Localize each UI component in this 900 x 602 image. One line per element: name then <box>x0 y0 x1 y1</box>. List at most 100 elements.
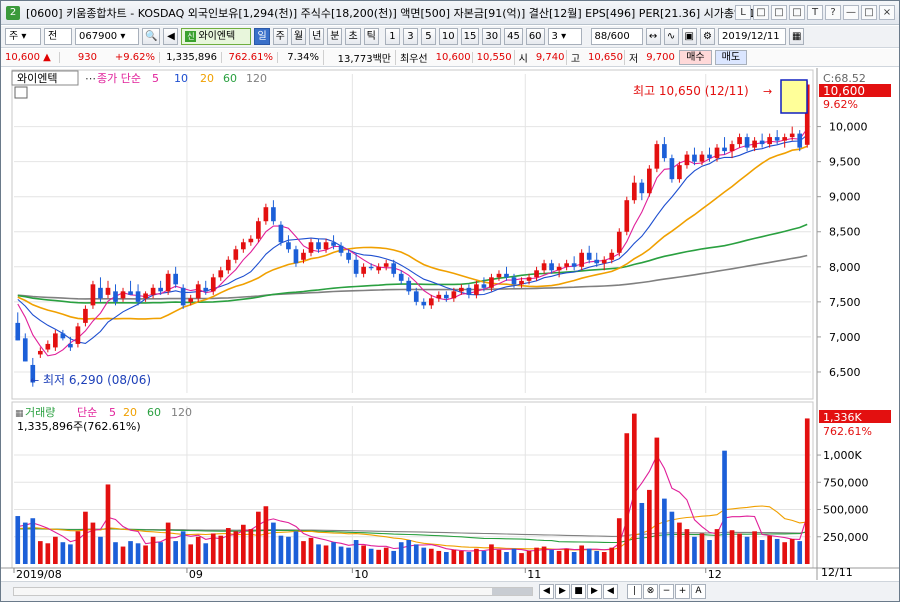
interval-tick[interactable]: 틱 <box>363 28 379 45</box>
num-30[interactable]: 30 <box>482 28 502 45</box>
date-input[interactable]: 2019/12/11 <box>718 28 786 45</box>
zoom-icon[interactable]: ↔ <box>645 28 661 45</box>
candle-body <box>15 322 21 341</box>
candle-body <box>541 263 547 271</box>
nav-back-button[interactable]: ◀ <box>603 584 618 599</box>
volume-bar <box>383 547 389 564</box>
candle-body <box>797 133 803 148</box>
volume-tick-label: 500,000 <box>823 504 869 517</box>
current-price: 10,600 ▲ <box>5 52 51 63</box>
link-button[interactable]: L <box>735 5 751 20</box>
interval-day[interactable]: 일 <box>254 28 270 45</box>
num-1[interactable]: 1 <box>384 28 400 45</box>
volume-tick-label: 250,000 <box>823 531 869 544</box>
save-icon[interactable]: ▣ <box>681 28 697 45</box>
current-volume-pct: 762.61% <box>823 425 872 438</box>
minimize-button[interactable]: — <box>843 5 859 20</box>
stock-code-input[interactable]: 067900 ▾ <box>75 28 139 45</box>
nav-buttons: ◀ ▶ ■ ▶ ◀ | ⊗ − + A <box>539 584 706 599</box>
volume-bar <box>90 522 96 564</box>
grid-toggle-icon[interactable] <box>14 86 28 99</box>
candle-body <box>767 137 772 145</box>
volume-bar <box>692 536 697 564</box>
save-screen-button[interactable]: □ <box>771 5 787 20</box>
candle-body <box>436 294 442 299</box>
candle-body <box>233 249 239 260</box>
stock-name-box[interactable]: 신 와이엔텍 <box>181 28 252 45</box>
period-type-value: 전 <box>48 31 58 42</box>
calendar-icon[interactable]: ▦ <box>789 28 805 45</box>
nav-prev-button[interactable]: ◀ <box>539 584 554 599</box>
layout-button[interactable]: □ <box>753 5 769 20</box>
nav-divider-button[interactable]: | <box>627 584 642 599</box>
num-10[interactable]: 10 <box>438 28 458 45</box>
candle-body <box>256 221 261 239</box>
volume-bar <box>150 536 156 564</box>
volume-bar <box>511 548 517 564</box>
zoom-out-button[interactable]: − <box>659 584 674 599</box>
maximize-button[interactable]: □ <box>861 5 877 20</box>
turnover-rate: 7.34% <box>277 52 323 63</box>
num-3[interactable]: 3 <box>402 28 418 45</box>
legend-stock-box[interactable] <box>11 70 79 86</box>
chart-area[interactable]: 와이엔텍 ⋯ 종가 단순 5 10 20 60 120 최고 10,650 (1… <box>1 68 899 580</box>
spin-input[interactable]: 3 ▾ <box>547 28 582 45</box>
sound-icon[interactable]: ◀ <box>163 28 179 45</box>
chart-scrollbar[interactable] <box>13 587 533 596</box>
volume-legend-icon: ▦ <box>15 409 24 419</box>
num-5[interactable]: 5 <box>420 28 436 45</box>
font-button[interactable]: T <box>807 5 823 20</box>
interval-month[interactable]: 월 <box>290 28 307 45</box>
settings-icon[interactable]: ⚙ <box>700 28 715 45</box>
volume-bar <box>331 542 336 564</box>
line-tool-icon[interactable]: ∿ <box>663 28 679 45</box>
volume-bar <box>53 536 58 564</box>
sell-button[interactable]: 매도 <box>714 50 748 65</box>
best-bid: 10,600 <box>435 52 471 63</box>
market-select[interactable]: 주 ▾ <box>5 28 41 45</box>
volume-bar <box>165 522 171 564</box>
nav-reset-button[interactable]: ⊗ <box>643 584 658 599</box>
volume-bar <box>346 547 351 564</box>
interval-minute[interactable]: 분 <box>327 28 343 45</box>
help-button[interactable]: ? <box>825 5 841 20</box>
volume-ma-5-line <box>17 454 808 552</box>
volume-bar <box>60 542 66 564</box>
period-type-select[interactable]: 전 <box>44 28 72 45</box>
num-15[interactable]: 15 <box>460 28 480 45</box>
search-icon[interactable]: 🔍 <box>142 28 161 45</box>
candle-body <box>714 147 720 159</box>
buy-button[interactable]: 매수 <box>679 50 712 65</box>
nav-play-button[interactable]: ▶ <box>587 584 602 599</box>
volume-bar <box>15 516 21 564</box>
candle-body <box>804 84 810 145</box>
volume-bar <box>662 498 667 564</box>
num-45[interactable]: 45 <box>504 28 523 45</box>
interval-week[interactable]: 주 <box>272 28 288 45</box>
candle-body <box>594 259 600 264</box>
volume-bar <box>158 542 163 564</box>
nav-stop-button[interactable]: ■ <box>571 584 586 599</box>
candle-body <box>624 200 630 232</box>
zoom-in-button[interactable]: + <box>675 584 690 599</box>
auto-button[interactable]: A <box>691 584 706 599</box>
print-button[interactable]: □ <box>789 5 805 20</box>
scroll-thumb[interactable] <box>492 588 532 595</box>
candle-body <box>135 291 141 302</box>
close-button[interactable]: × <box>879 5 895 20</box>
candle-body <box>225 259 231 271</box>
interval-second[interactable]: 초 <box>345 28 361 45</box>
volume-legend-name: 거래량 <box>25 406 55 419</box>
volume-bar <box>707 540 712 564</box>
candle-body <box>511 277 517 285</box>
num-60[interactable]: 60 <box>525 28 545 45</box>
nav-next-button[interactable]: ▶ <box>555 584 570 599</box>
candle-body <box>669 158 675 180</box>
volume-value: 1,335,896 <box>159 52 221 63</box>
candle-body <box>83 308 88 323</box>
interval-year[interactable]: 년 <box>309 28 325 45</box>
count-input[interactable]: 88/600 <box>590 28 643 45</box>
candle-body <box>571 263 577 267</box>
volume-bar <box>677 522 682 564</box>
candle-body <box>203 287 209 292</box>
